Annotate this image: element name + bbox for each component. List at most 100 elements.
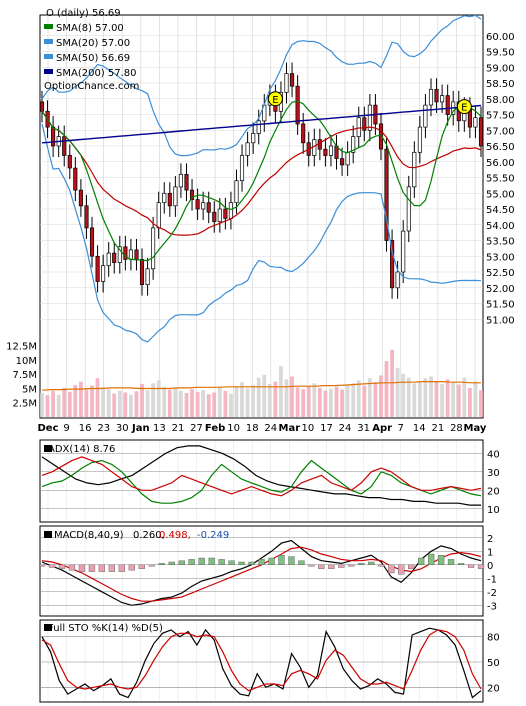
- volume-bar: [167, 389, 172, 417]
- adx-title: ADX(14) 8.76: [48, 444, 115, 455]
- price-tick-label: 60.00: [486, 32, 515, 43]
- volume-bar: [295, 387, 300, 417]
- price-tick-label: 55.00: [486, 189, 515, 200]
- adx-legend-swatch: [44, 445, 52, 452]
- volume-bar: [356, 380, 361, 417]
- macd-histogram-bar: [218, 559, 225, 566]
- sto-title: Full STO %K(14) %D(5): [48, 623, 163, 634]
- candle-body: [84, 205, 89, 229]
- volume-bar: [340, 389, 344, 417]
- price-tick-label: 58.00: [486, 95, 515, 106]
- candle-body: [340, 158, 345, 166]
- sto-tick-label: 50: [487, 658, 500, 669]
- macd-histogram-bar: [278, 555, 285, 565]
- macd-histogram-bar: [308, 564, 315, 567]
- x-tick-label: 10: [227, 423, 240, 434]
- price-tick-label: 54.00: [486, 221, 515, 232]
- macd-histogram-bar: [118, 564, 126, 572]
- volume-bar: [240, 382, 244, 417]
- volume-bar: [223, 390, 228, 417]
- legend-swatch: [44, 69, 53, 74]
- volume-bar: [162, 386, 167, 417]
- volume-bar: [456, 384, 461, 417]
- adx-line: [41, 445, 481, 506]
- volume-bar: [56, 394, 61, 417]
- volume-tick-label: 2.5M: [12, 399, 37, 410]
- volume-bar: [317, 387, 322, 417]
- macd-histogram-bar: [198, 557, 205, 566]
- macd-title: MACD(8,40,9): [54, 530, 124, 541]
- volume-bar: [351, 383, 356, 417]
- volume-bar: [45, 395, 50, 417]
- volume-bar: [290, 376, 294, 417]
- legend-swatch: [44, 39, 53, 44]
- sma200-line: [41, 104, 482, 144]
- candle-body: [73, 167, 78, 191]
- candle-body: [112, 252, 117, 263]
- sma8-line: [41, 100, 482, 262]
- candle-body: [195, 199, 200, 210]
- macd-tick-label: 1: [487, 547, 493, 558]
- volume-bar: [251, 385, 255, 417]
- macd-histogram-bar: [467, 564, 475, 568]
- earnings-marker: [267, 91, 283, 107]
- candle-body: [362, 117, 367, 131]
- candle-body: [434, 88, 439, 103]
- volume-bar: [279, 366, 283, 417]
- candle-body: [134, 249, 139, 260]
- candle-body: [201, 202, 206, 210]
- candle-body: [323, 148, 328, 156]
- volume-bar: [84, 389, 89, 417]
- candle-body: [256, 120, 261, 134]
- volume-bars: [40, 349, 483, 417]
- volume-average-line: [41, 381, 481, 391]
- candle-body: [428, 88, 434, 106]
- adx-line: [41, 456, 482, 497]
- volume-bar: [51, 390, 55, 417]
- volume-bar: [473, 381, 478, 417]
- candle-body: [167, 192, 172, 207]
- candle-body: [212, 211, 217, 222]
- volume-bar: [184, 393, 189, 417]
- macd-histogram-bar: [258, 559, 265, 566]
- sto-tick-label: 20: [487, 683, 500, 694]
- candle-body: [139, 259, 145, 285]
- volume-bar: [134, 391, 139, 417]
- candle-body: [106, 252, 111, 267]
- x-tick-label: 24: [264, 423, 277, 434]
- candle-body: [356, 117, 361, 137]
- volume-bar: [406, 377, 411, 417]
- candle-body: [317, 139, 322, 150]
- earnings-marker-label: E: [461, 103, 467, 114]
- candle-body: [440, 95, 445, 103]
- macd-histogram-bar: [98, 564, 106, 572]
- volume-bar: [373, 382, 378, 417]
- candle-body: [62, 136, 67, 156]
- volume-bar: [334, 386, 339, 417]
- macd-histogram-bar: [447, 559, 455, 566]
- price-tick-label: 58.50: [486, 79, 515, 90]
- candle-body: [228, 202, 233, 219]
- macd-legend-value: 0.498,: [159, 530, 191, 541]
- volume-bar: [468, 387, 472, 417]
- volume-bar: [156, 380, 161, 417]
- price-tick-label: 51.50: [486, 300, 515, 311]
- candle-body: [412, 151, 417, 188]
- macd-histogram-bar: [328, 564, 335, 569]
- macd-histogram-bar: [358, 563, 365, 566]
- macd-legend-swatch: [44, 531, 52, 538]
- volume-bar: [273, 381, 278, 417]
- candle-body: [301, 123, 306, 144]
- price-tick-label: 52.50: [486, 268, 515, 279]
- volume-bar: [201, 390, 205, 417]
- macd-histogram-bar: [38, 564, 46, 567]
- adx-tick-label: 20: [487, 486, 500, 497]
- volume-bar: [423, 378, 428, 417]
- price-tick-label: 55.50: [486, 174, 515, 185]
- volume-bar: [362, 385, 367, 417]
- x-tick-label: 23: [97, 423, 110, 434]
- volume-bar: [195, 391, 200, 417]
- candle-body: [378, 123, 384, 150]
- candle-body: [406, 186, 411, 232]
- volume-bar: [245, 388, 250, 417]
